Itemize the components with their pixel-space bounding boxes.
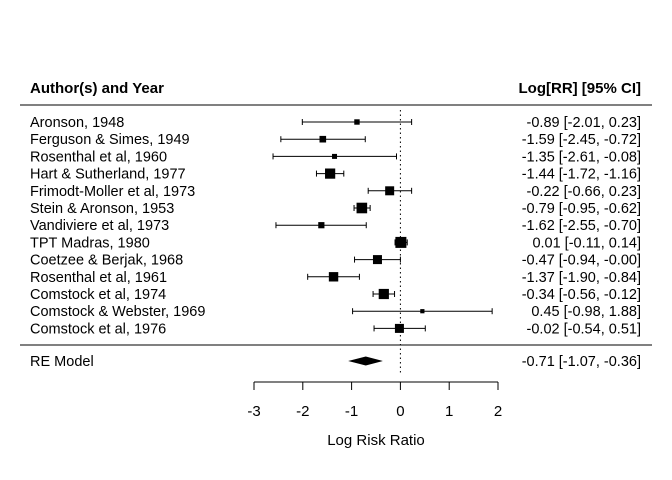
study-label: Stein & Aronson, 1953 [30, 201, 174, 217]
study-row: Stein & Aronson, 1953 -0.79 [-0.95, -0.62… [30, 201, 641, 217]
header-author-year: Author(s) and Year [30, 80, 164, 97]
estimate-text: -1.35 [-2.61, -0.08] [522, 149, 641, 165]
estimate-text: -0.89 [-2.01, 0.23] [527, 115, 641, 131]
study-row: Aronson, 1948 -0.89 [-2.01, 0.23] [30, 115, 641, 131]
study-label: Rosenthal et al, 1960 [30, 149, 167, 165]
estimate-text: -1.62 [-2.55, -0.70] [522, 218, 641, 234]
study-row: Coetzee & Berjak, 1968 -0.47 [-0.94, -0.0… [30, 253, 641, 269]
summary-label: RE Model [30, 354, 94, 370]
study-label: Frimodt-Moller et al, 1973 [30, 184, 195, 200]
point-estimate [372, 255, 382, 265]
study-row: Hart & Sutherland, 1977 -1.44 [-1.72, -1.… [30, 167, 641, 183]
estimate-text: -0.47 [-0.94, -0.00] [522, 253, 641, 269]
point-estimate [356, 202, 368, 214]
study-label: Comstock & Webster, 1969 [30, 304, 205, 320]
study-label: TPT Madras, 1980 [30, 235, 150, 251]
estimate-text: -1.44 [-1.72, -1.16] [522, 167, 641, 183]
study-label: Hart & Sutherland, 1977 [30, 167, 186, 183]
estimate-text: -0.02 [-0.54, 0.51] [527, 321, 641, 337]
summary-diamond [348, 356, 383, 366]
study-label: Vandiviere et al, 1973 [30, 218, 169, 234]
study-row: Rosenthal et al, 1961 -1.37 [-1.90, -0.84… [30, 270, 641, 286]
study-row: Frimodt-Moller et al, 1973 -0.22 [-0.66, … [30, 184, 641, 200]
x-tick-label: 2 [494, 403, 502, 420]
x-tick-label: 0 [396, 403, 404, 420]
point-estimate [395, 236, 407, 248]
estimate-text: -0.34 [-0.56, -0.12] [522, 287, 641, 303]
estimate-text: 0.01 [-0.11, 0.14] [532, 235, 641, 251]
study-row: Ferguson & Simes, 1949 -1.59 [-2.45, -0.7… [30, 132, 641, 148]
study-row: TPT Madras, 1980 0.01 [-0.11, 0.14] [30, 235, 641, 251]
study-row: Comstock et al, 1976 -0.02 [-0.54, 0.51] [30, 321, 641, 337]
study-label: Rosenthal et al, 1961 [30, 270, 167, 286]
point-estimate [378, 288, 389, 300]
estimate-text: -0.79 [-0.95, -0.62] [522, 201, 641, 217]
point-estimate [394, 323, 404, 333]
x-axis-label: Log Risk Ratio [327, 432, 425, 449]
point-estimate [325, 168, 336, 179]
study-row: Comstock & Webster, 1969 0.45 [-0.98, 1.… [30, 304, 641, 320]
study-label: Comstock et al, 1974 [30, 287, 166, 303]
point-estimate [318, 222, 325, 229]
estimate-text: 0.45 [-0.98, 1.88] [531, 304, 641, 320]
estimate-text: -1.59 [-2.45, -0.72] [522, 132, 641, 148]
summary-row: RE Model -0.71 [-1.07, -0.36] [30, 354, 641, 370]
point-estimate [420, 309, 425, 314]
study-row: Rosenthal et al, 1960 -1.35 [-2.61, -0.08… [30, 149, 641, 165]
point-estimate [319, 135, 327, 143]
x-tick-label: -1 [345, 403, 358, 420]
point-estimate [332, 153, 338, 159]
study-row: Comstock et al, 1974 -0.34 [-0.56, -0.12] [30, 287, 641, 303]
point-estimate [354, 119, 360, 125]
study-label: Comstock et al, 1976 [30, 321, 166, 337]
header-log-rr-ci: Log[RR] [95% CI] [519, 80, 642, 97]
study-label: Aronson, 1948 [30, 115, 124, 131]
x-tick-label: -2 [296, 403, 309, 420]
x-tick-label: -3 [247, 403, 260, 420]
point-estimate [328, 272, 339, 282]
study-label: Ferguson & Simes, 1949 [30, 132, 190, 148]
study-label: Coetzee & Berjak, 1968 [30, 253, 183, 269]
x-tick-label: 1 [445, 403, 453, 420]
summary-estimate-text: -0.71 [-1.07, -0.36] [522, 354, 641, 370]
estimate-text: -0.22 [-0.66, 0.23] [527, 184, 641, 200]
point-estimate [385, 186, 395, 196]
estimate-text: -1.37 [-1.90, -0.84] [522, 270, 641, 286]
study-row: Vandiviere et al, 1973 -1.62 [-2.55, -0.7… [30, 218, 641, 234]
